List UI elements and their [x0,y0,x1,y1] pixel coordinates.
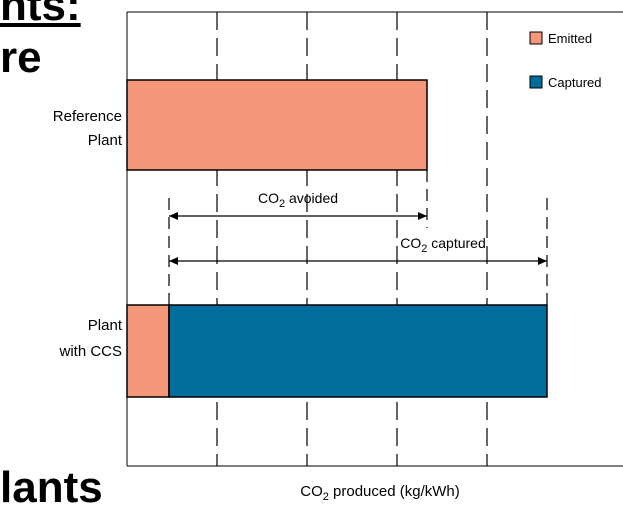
category-label-ccs-2: with CCS [58,343,122,360]
legend-label-captured: Captured [548,75,601,90]
heading-fragment-top: nts: [0,0,81,30]
legend-swatch-emitted [529,31,543,45]
heading-fragment-middle: re [0,33,42,82]
legend-swatch-captured [529,75,543,89]
category-label-reference-1: Reference [53,108,122,125]
bar-ccs-emitted [126,304,170,398]
arrowhead-right-avoided [418,212,427,220]
annotation-avoided: CO2 avoided [258,190,338,210]
legend-label-emitted: Emitted [548,31,592,46]
arrowhead-right-captured [538,257,547,265]
heading-fragment-bottom: lants [0,463,103,512]
category-label-reference-2: Plant [88,132,123,149]
arrowhead-left-captured [169,257,178,265]
annotation-captured: CO2 captured [400,235,486,255]
category-label-ccs-1: Plant [88,317,123,334]
bar-reference-emitted [126,79,428,171]
arrowhead-left-avoided [169,212,178,220]
x-axis-label: CO2 produced (kg/kWh) [300,483,460,503]
bar-ccs-captured [168,304,548,398]
